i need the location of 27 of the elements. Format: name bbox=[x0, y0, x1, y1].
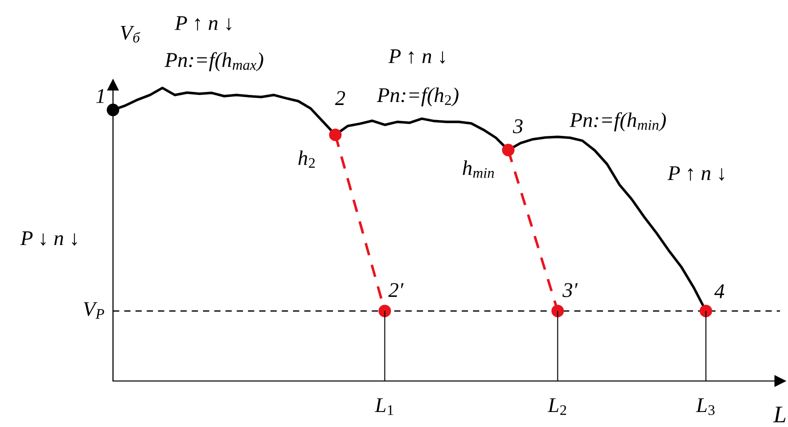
annotation: 2 bbox=[335, 91, 346, 105]
annotation: 3 bbox=[512, 119, 523, 134]
ref-line-label: V$_{P}$ bbox=[84, 302, 104, 319]
x-tick-label: L$_{1}$ bbox=[374, 398, 394, 415]
point bbox=[378, 304, 391, 318]
text: 1 bbox=[96, 89, 104, 103]
x-axis-title: L bbox=[773, 406, 786, 422]
annotation: 2′ bbox=[388, 283, 404, 297]
point bbox=[551, 304, 564, 318]
annotation: P ↑ n ↓ bbox=[668, 166, 724, 181]
text: P ↑ n ↓ bbox=[388, 49, 445, 64]
annotation: h$_{2}$ bbox=[298, 150, 315, 168]
point bbox=[700, 304, 712, 318]
annotation: Pn:=f(h$_{min}$) bbox=[570, 112, 666, 132]
annotation: h$_{min}$ bbox=[462, 160, 494, 178]
annotation: 3′ bbox=[562, 283, 578, 298]
point bbox=[329, 128, 342, 142]
y-axis-title: V$_{б}$ bbox=[120, 26, 140, 43]
x-tick-label: L$_{3}$ bbox=[696, 398, 715, 416]
point bbox=[502, 144, 515, 156]
annotation: Pn:=f(h$_{2}$) bbox=[376, 87, 458, 106]
text: P ↑ n ↓ bbox=[174, 16, 232, 31]
text: Pn:=f(h$_{max}$) bbox=[164, 52, 264, 72]
text: P ↓ n ↓ bbox=[20, 231, 77, 246]
x-tick-label: L$_{2}$ bbox=[548, 398, 566, 415]
annotation: 4 bbox=[714, 284, 724, 298]
point bbox=[106, 104, 120, 116]
